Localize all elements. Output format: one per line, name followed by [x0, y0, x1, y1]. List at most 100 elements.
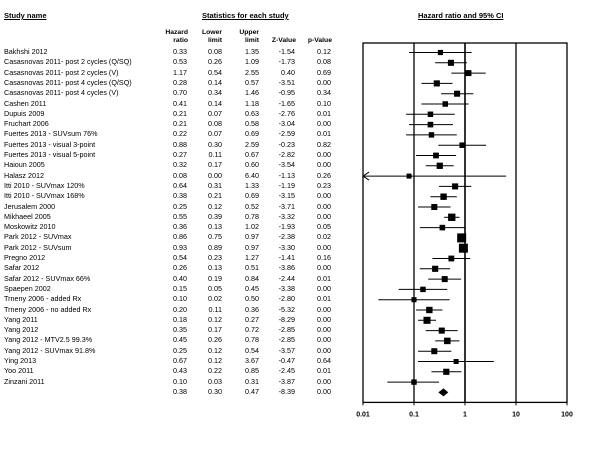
- hr-marker: [406, 173, 412, 179]
- p-value: 0.01: [317, 129, 331, 139]
- p-value: 0.00: [317, 77, 331, 87]
- upper-limit-value: 0.36: [245, 304, 259, 314]
- upper-limit-value: 0.45: [245, 283, 259, 293]
- p-value: 0.01: [317, 294, 331, 304]
- hr-value: 0.38: [173, 191, 187, 201]
- lower-limit-value: 0.11: [208, 304, 222, 314]
- hr-marker: [439, 224, 446, 231]
- lower-limit-value: 0.03: [208, 376, 222, 386]
- upper-limit-value: 0.57: [245, 77, 259, 87]
- hr-marker: [458, 243, 468, 253]
- summary-p-value: 0.00: [317, 386, 331, 396]
- lower-limit-value: 0.30: [208, 139, 222, 149]
- p-value: 0.00: [317, 335, 331, 345]
- hr-marker: [438, 327, 445, 334]
- upper-limit-value: 3.67: [245, 356, 259, 365]
- upper-limit-value: 0.51: [245, 263, 259, 273]
- hr-marker: [447, 59, 454, 66]
- lower-limit-value: 0.17: [208, 160, 222, 170]
- upper-limit-value: 0.69: [245, 191, 259, 201]
- study-name: Casasnovas 2011- post 4 cycles (V): [4, 88, 119, 98]
- study-name: Safar 2012 - SUVmax 66%: [4, 273, 91, 283]
- hr-value: 0.45: [173, 335, 187, 345]
- hr-value: 0.53: [173, 57, 187, 67]
- z-value: -2.80: [278, 294, 295, 304]
- hr-marker: [427, 111, 434, 118]
- p-value: 0.23: [317, 180, 331, 190]
- z-value: -2.38: [278, 232, 295, 242]
- study-name: Yang 2012 - MTV2.5 99.3%: [4, 335, 93, 345]
- hr-value: 0.25: [173, 201, 187, 211]
- z-value: -2.85: [278, 325, 295, 335]
- study-name: Ying 2013: [4, 356, 37, 365]
- stats-header: Statistics for each study: [202, 11, 289, 20]
- upper-limit-value: 0.72: [245, 325, 259, 335]
- study-name: Fuertes 2013 - visual 5-point: [4, 150, 96, 159]
- z-value: -3.38: [278, 283, 295, 293]
- p-value: 0.08: [317, 57, 331, 67]
- hr-value: 0.70: [173, 88, 187, 98]
- p-value: 0.00: [317, 345, 331, 355]
- hr-marker: [411, 379, 417, 385]
- p-value: 0.00: [317, 191, 331, 201]
- hr-value: 0.36: [173, 222, 187, 232]
- upper-limit-value: 0.58: [245, 119, 259, 129]
- upper-limit-col-header: Upper limit: [239, 29, 259, 44]
- hr-value: 0.08: [173, 170, 187, 180]
- summary-upper-limit-value: 0.47: [245, 386, 259, 396]
- study-name: Yang 2011: [4, 314, 38, 324]
- hr-marker: [448, 255, 455, 262]
- hr-value: 0.64: [173, 180, 187, 190]
- hr-value: 0.15: [173, 283, 187, 293]
- upper-limit-value: 0.31: [245, 376, 259, 386]
- study-name: Dupuis 2009: [4, 108, 45, 118]
- study-name: Pregno 2012: [4, 253, 46, 262]
- p-value: 0.01: [317, 366, 331, 376]
- p-value: 0.00: [317, 201, 331, 211]
- summary-lower-limit-value: 0.30: [208, 386, 222, 396]
- study-name: Casasnovas 2011- post 4 cycles (Q/SQ): [4, 77, 132, 87]
- hr-marker: [411, 297, 417, 303]
- study-name: Halasz 2012: [4, 170, 44, 180]
- upper-limit-value: 0.60: [245, 160, 259, 170]
- lower-limit-value: 0.26: [208, 335, 222, 345]
- upper-limit-value: 1.35: [245, 47, 259, 56]
- upper-limit-value: 0.78: [245, 335, 259, 345]
- upper-limit-value: 1.27: [245, 253, 259, 262]
- hr-marker: [423, 316, 431, 324]
- hr-marker: [433, 152, 439, 159]
- upper-limit-value: 0.67: [245, 150, 259, 159]
- hr-marker: [437, 49, 444, 56]
- x-tick-label: 10: [512, 411, 520, 418]
- p-value-col-header: p-Value: [307, 37, 332, 44]
- hr-value: 0.26: [173, 263, 187, 273]
- hr-marker: [465, 70, 472, 77]
- upper-limit-value: 0.97: [245, 232, 259, 242]
- hr-marker: [453, 358, 459, 365]
- study-name: Casasnovas 2011- post 2 cycles (V): [4, 67, 119, 77]
- hr-marker: [454, 90, 461, 97]
- study-name: Fuertes 2013 - visual 3-point: [4, 139, 96, 149]
- p-value: 0.00: [317, 283, 331, 293]
- hr-value: 0.18: [173, 314, 187, 324]
- upper-limit-value: 0.85: [245, 366, 259, 376]
- lower-limit-value: 0.39: [208, 211, 222, 221]
- lower-limit-value: 0.13: [208, 263, 222, 273]
- hr-marker: [428, 132, 435, 138]
- plot-header: Hazard ratio and 95% CI: [418, 11, 504, 20]
- hr-marker: [420, 286, 426, 293]
- p-value: 0.00: [317, 211, 331, 221]
- p-value: 0.01: [317, 108, 331, 118]
- lower-limit-value: 0.00: [208, 170, 222, 180]
- study-name: Itti 2010 - SUVmax 120%: [4, 180, 85, 190]
- z-value: 0.40: [281, 67, 295, 77]
- summary-diamond: [438, 388, 449, 397]
- z-value: -2.85: [278, 335, 295, 345]
- p-value: 0.10: [317, 98, 331, 108]
- z-value: -3.04: [278, 119, 295, 129]
- hr-value: 0.55: [173, 211, 187, 221]
- p-value: 0.05: [317, 222, 331, 232]
- z-value: -0.23: [278, 139, 295, 149]
- z-value: -2.44: [278, 273, 295, 283]
